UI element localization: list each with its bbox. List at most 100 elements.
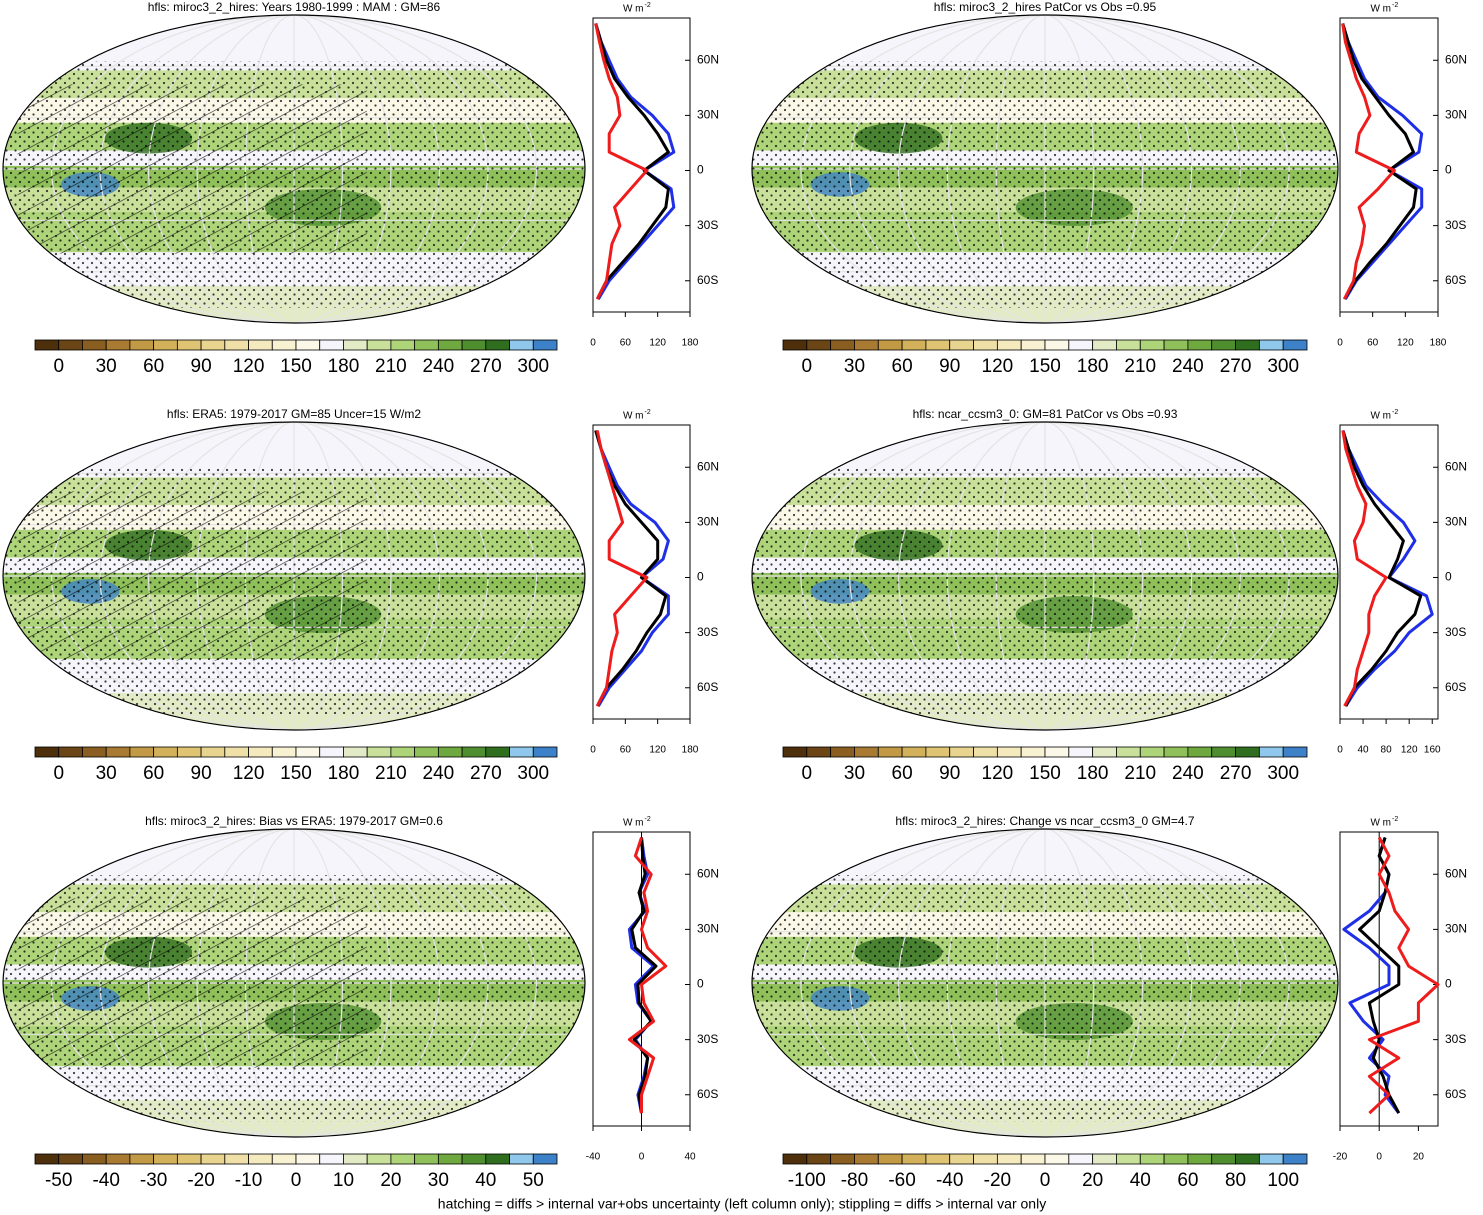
colorbar-tick-label: 270 — [1220, 356, 1252, 377]
profile-frame — [1339, 831, 1439, 1127]
colorbar-box — [1068, 1153, 1094, 1165]
colorbar-box — [461, 1153, 487, 1165]
colorbar-tick-label: 240 — [423, 356, 455, 377]
colorbar-box — [901, 746, 927, 758]
colorbar-tick-label: 50 — [523, 1170, 544, 1191]
colorbar-tick-label: 180 — [328, 763, 360, 784]
colorbar-tick-label: 120 — [233, 356, 265, 377]
colorbar-tick-label: 40 — [475, 1170, 496, 1191]
y-tick-label: 30N — [697, 515, 719, 529]
colorbar-box — [1116, 746, 1141, 758]
colorbar-box — [877, 746, 903, 758]
colorbar-box — [1139, 1153, 1165, 1165]
colorbar-box — [485, 1153, 510, 1165]
colorbar-box — [949, 1153, 974, 1165]
colorbar-box — [877, 1153, 903, 1165]
colorbar-box — [366, 339, 392, 351]
colorbar-box — [509, 746, 534, 758]
colorbar-tick-label: 240 — [1172, 763, 1204, 784]
x-axis-label-sup: -2 — [645, 2, 651, 9]
colorbar-box — [414, 339, 439, 351]
colorbar-box — [129, 1153, 155, 1165]
colorbar-tick-label: 30 — [96, 763, 117, 784]
x-tick-label: 40 — [684, 1152, 696, 1163]
profile-line — [595, 430, 649, 707]
colorbar-box — [854, 1153, 879, 1165]
hatching — [17, 491, 367, 661]
colorbar-box — [854, 339, 879, 351]
colorbar-box — [1044, 746, 1070, 758]
stippling — [752, 61, 1338, 308]
colorbar-box — [295, 746, 321, 758]
colorbar-tick-label: -30 — [140, 1170, 167, 1191]
x-axis-label-sup: -2 — [1392, 409, 1398, 416]
y-tick-label: 60N — [1445, 459, 1467, 473]
y-tick-label: 0 — [1445, 977, 1452, 991]
colorbar-box — [248, 746, 273, 758]
colorbar-tick-label: 180 — [328, 356, 360, 377]
x-axis-label: W m — [623, 818, 644, 829]
x-axis-label: W m — [623, 411, 644, 422]
colorbar-tick-label: -10 — [235, 1170, 262, 1191]
colorbar-box — [1092, 746, 1117, 758]
colorbar-box — [129, 746, 155, 758]
colorbar-box — [271, 1153, 297, 1165]
colorbar-box — [200, 339, 226, 351]
colorbar-box — [105, 339, 131, 351]
x-tick-label: 180 — [1430, 338, 1447, 349]
profile-line — [594, 430, 670, 707]
x-tick-label: 0 — [1337, 338, 1343, 349]
colorbar-box — [200, 1153, 226, 1165]
colorbar-box — [1020, 746, 1046, 758]
footnote: hatching = diffs > internal var+obs unce… — [438, 1196, 1046, 1212]
y-tick-label: 0 — [697, 570, 704, 584]
colorbar-box — [153, 746, 178, 758]
colorbar-tick-label: 270 — [470, 763, 502, 784]
colorbar-tick-label: 90 — [939, 356, 960, 377]
colorbar-box — [532, 746, 558, 758]
colorbar-tick-label: 30 — [96, 356, 117, 377]
colorbar-box — [973, 339, 998, 351]
y-tick-label: 60S — [1445, 680, 1466, 694]
colorbar-box — [58, 339, 83, 351]
colorbar-box — [1187, 1153, 1213, 1165]
colorbar-tick-label: 60 — [892, 763, 913, 784]
colorbar-box — [34, 746, 60, 758]
colorbar-box — [153, 1153, 178, 1165]
colorbar-box — [782, 746, 808, 758]
colorbar-box — [854, 746, 879, 758]
y-tick-label: 60N — [1445, 866, 1467, 880]
colorbar-box — [1044, 339, 1070, 351]
colorbar-tick-label: 180 — [1077, 763, 1109, 784]
colorbar-box — [1139, 339, 1165, 351]
colorbar-box — [1211, 1153, 1236, 1165]
x-axis-label-sup: -2 — [1392, 2, 1398, 9]
colorbar-box — [295, 339, 321, 351]
colorbar-box — [176, 1153, 202, 1165]
y-tick-label: 30S — [1445, 218, 1466, 232]
colorbar-tick-label: 30 — [428, 1170, 449, 1191]
colorbar-tick-label: -60 — [888, 1170, 915, 1191]
colorbar-box — [1020, 339, 1046, 351]
colorbar-box — [319, 746, 344, 758]
x-tick-label: 40 — [1357, 745, 1369, 756]
x-tick-label: 0 — [590, 338, 596, 349]
y-tick-label: 30N — [697, 922, 719, 936]
map-outline — [751, 421, 1339, 731]
map-field — [3, 829, 585, 1137]
colorbar-tick-label: 240 — [1172, 356, 1204, 377]
colorbar-box — [1258, 339, 1284, 351]
x-tick-label: 20 — [1413, 1152, 1425, 1163]
x-axis-label: W m — [1370, 411, 1391, 422]
colorbar-box — [1282, 339, 1308, 351]
x-axis-label: W m — [623, 4, 644, 15]
colorbar-box — [34, 1153, 60, 1165]
colorbar-tick-label: 30 — [844, 763, 865, 784]
colorbar-tick-label: -40 — [92, 1170, 119, 1191]
colorbar-box — [390, 1153, 416, 1165]
x-tick-label: 180 — [682, 745, 699, 756]
y-tick-label: 60S — [697, 680, 718, 694]
colorbar-tick-label: 240 — [423, 763, 455, 784]
profile-line — [594, 23, 649, 300]
colorbar-box — [1116, 1153, 1141, 1165]
